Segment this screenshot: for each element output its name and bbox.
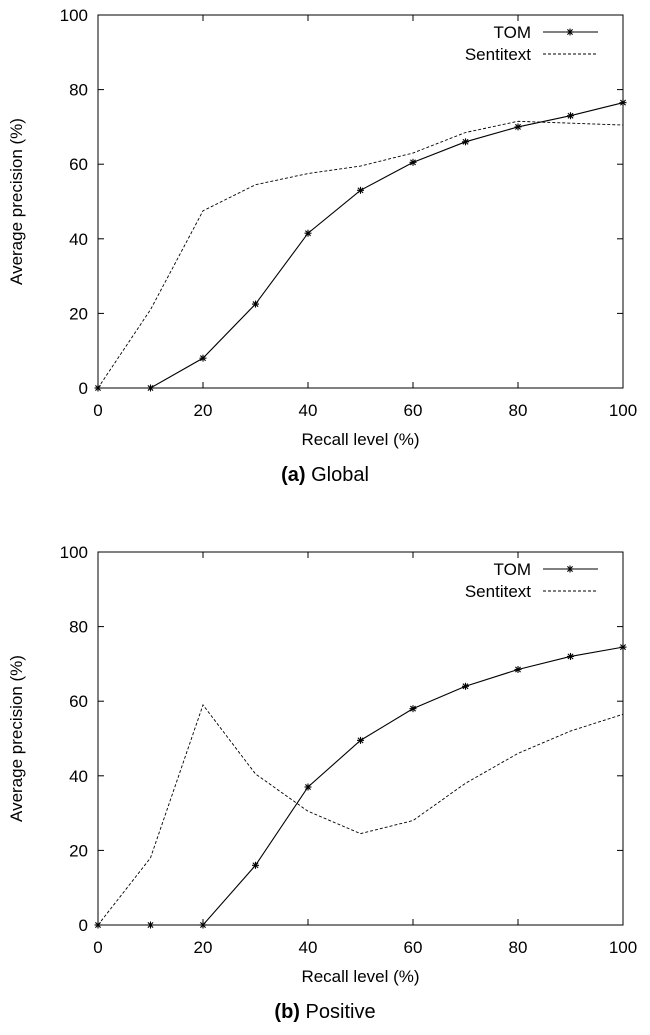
- data-point-tom: [147, 921, 154, 929]
- y-tick-label: 0: [79, 379, 88, 398]
- legend-marker-tom: [566, 565, 574, 573]
- y-tick-label: 100: [60, 6, 88, 25]
- data-point-tom: [357, 186, 364, 194]
- x-axis-label: Recall level (%): [301, 967, 419, 986]
- legend-label: TOM: [494, 23, 531, 42]
- series-line-tom: [98, 102, 624, 389]
- series-line-sentitext: [97, 703, 624, 926]
- x-tick-label: 0: [93, 401, 102, 420]
- x-tick-label: 60: [404, 938, 423, 957]
- legend-label: Sentitext: [465, 45, 531, 64]
- x-tick-label: 60: [404, 401, 423, 420]
- caption-global: (a) Global: [0, 464, 650, 487]
- data-point-tom: [462, 138, 469, 146]
- chart-panel-positive: 0 20 40 60 80 100 0 20 40 60 80 100 Recall level (%)…: [0, 537, 650, 1035]
- y-tick-label: 100: [60, 543, 88, 562]
- legend-marker-tom: [566, 28, 574, 36]
- y-tick-label: 40: [69, 230, 88, 249]
- y-tick-label: 0: [79, 916, 88, 935]
- x-tick-label: 80: [509, 401, 528, 420]
- data-point-tom: [304, 229, 312, 237]
- data-point-tom: [252, 861, 259, 869]
- plot-frame: [97, 14, 624, 389]
- y-tick-label: 80: [69, 618, 88, 637]
- y-axis-label: Average precision (%): [7, 655, 26, 822]
- chart-panel-global: 0 20 40 60 80 100 0 20 40 60 80 100 Recall level (%)…: [0, 0, 650, 500]
- data-point-tom: [619, 643, 627, 651]
- x-tick-label: 40: [299, 401, 318, 420]
- data-point-tom: [147, 384, 154, 392]
- data-point-tom: [567, 112, 574, 120]
- y-tick-label: 20: [69, 304, 88, 323]
- caption-label: (b): [274, 1001, 300, 1023]
- y-tick-label: 60: [69, 692, 88, 711]
- chart-global: 0 20 40 60 80 100 0 20 40 60 80 100 Recall level (%)…: [7, 6, 637, 449]
- legend-label: TOM: [494, 560, 531, 579]
- plot-frame: [97, 551, 624, 926]
- x-tick-label: 0: [93, 938, 102, 957]
- x-tick-label: 40: [299, 938, 318, 957]
- legend-label: Sentitext: [465, 582, 531, 601]
- caption-title: Positive: [305, 1001, 376, 1023]
- x-tick-label: 80: [509, 938, 528, 957]
- caption-label: (a): [281, 464, 306, 486]
- chart-positive: 0 20 40 60 80 100 0 20 40 60 80 100 Recall level (%)…: [7, 543, 637, 986]
- series-line-tom: [98, 646, 624, 926]
- data-point-tom: [409, 158, 417, 166]
- data-point-tom: [514, 123, 522, 131]
- y-tick-label: 80: [69, 81, 88, 100]
- data-point-tom: [199, 354, 207, 362]
- data-point-tom: [357, 736, 364, 744]
- data-point-tom: [462, 682, 469, 690]
- y-tick-label: 20: [69, 841, 88, 860]
- caption-positive: (b) Positive: [0, 1001, 650, 1024]
- caption-title: Global: [311, 464, 369, 486]
- series-line-sentitext: [97, 120, 624, 389]
- y-tick-label: 60: [69, 155, 88, 174]
- x-tick-label: 20: [194, 938, 213, 957]
- data-point-tom: [304, 783, 312, 791]
- x-tick-label: 20: [194, 401, 213, 420]
- data-point-tom: [514, 665, 522, 673]
- data-point-tom: [567, 652, 574, 660]
- x-tick-label: 100: [609, 401, 637, 420]
- data-point-tom: [199, 921, 207, 929]
- data-point-tom: [252, 300, 259, 308]
- data-point-tom: [619, 99, 627, 107]
- x-tick-label: 100: [609, 938, 637, 957]
- y-axis-label: Average precision (%): [7, 118, 26, 285]
- y-tick-label: 40: [69, 767, 88, 786]
- x-axis-label: Recall level (%): [301, 430, 419, 449]
- data-point-tom: [409, 705, 417, 713]
